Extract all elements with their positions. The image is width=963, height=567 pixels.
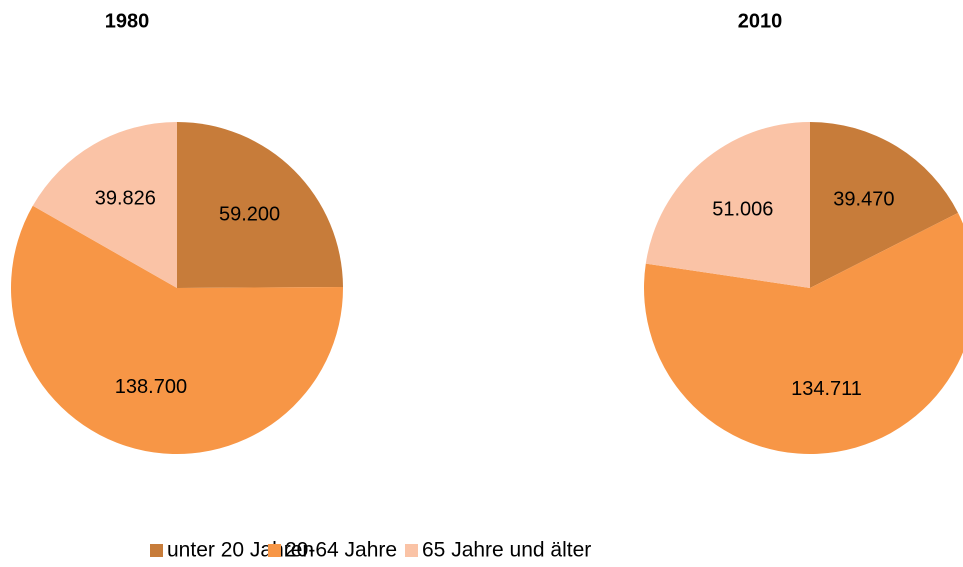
data-label: 138.700 xyxy=(115,376,187,398)
data-label: 39.826 xyxy=(95,187,156,209)
legend-label: 65 Jahre und älter xyxy=(422,539,591,562)
pie-slice xyxy=(645,122,810,288)
data-label: 39.470 xyxy=(833,189,894,211)
legend-swatch xyxy=(150,544,163,557)
pie-slice xyxy=(32,122,178,288)
data-label: 134.711 xyxy=(791,378,862,400)
data-label: 59.200 xyxy=(219,203,280,225)
pie-slice xyxy=(177,122,343,288)
chart-title: 2010 xyxy=(738,10,783,32)
pie-slice xyxy=(10,205,343,454)
legend-swatch xyxy=(405,544,418,557)
legend-label: 20-64 Jahre xyxy=(285,539,397,562)
data-label: 51.006 xyxy=(712,198,773,220)
pie-slice xyxy=(644,212,963,454)
legend-swatch xyxy=(268,544,281,557)
pie-slice xyxy=(810,122,959,288)
chart-title: 1980 xyxy=(105,10,150,32)
